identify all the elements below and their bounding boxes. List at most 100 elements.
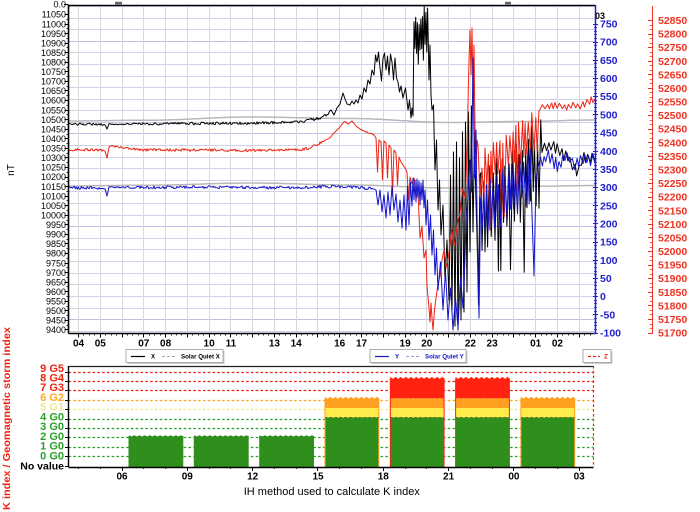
svg-text:11050: 11050 [42,10,66,20]
svg-text:-50: -50 [600,309,615,321]
svg-text:10250: 10250 [41,163,66,173]
svg-text:22: 22 [465,339,477,350]
svg-text:0 G0: 0 G0 [40,450,64,462]
svg-text:51700: 51700 [658,328,687,340]
svg-text:600: 600 [600,73,618,85]
svg-text:750: 750 [600,19,618,31]
svg-text:52700: 52700 [658,56,687,68]
svg-text:10200: 10200 [41,172,66,182]
svg-text:51750: 51750 [658,314,687,326]
svg-text:21: 21 [443,472,455,483]
svg-text:52050: 52050 [658,232,687,244]
svg-text:10950: 10950 [41,29,66,39]
svg-text:9900: 9900 [46,230,66,240]
svg-text:Solar Quiet Y: Solar Quiet Y [425,354,465,361]
svg-text:K index / Geomagnetic storm in: K index / Geomagnetic storm index [2,327,13,510]
svg-text:10650: 10650 [41,86,66,96]
svg-text:10100: 10100 [41,191,66,201]
svg-text:51950: 51950 [658,260,687,272]
svg-text:52800: 52800 [658,29,687,41]
svg-text:14: 14 [291,339,303,350]
svg-text:16: 16 [334,339,346,350]
svg-text:5 G1: 5 G1 [40,402,64,414]
svg-text:52850: 52850 [658,15,687,27]
svg-text:X: X [151,354,156,361]
svg-text:52000: 52000 [658,246,687,258]
svg-text:9600: 9600 [46,287,66,297]
svg-text:52300: 52300 [658,165,687,177]
svg-text:9850: 9850 [46,239,66,249]
svg-text:11: 11 [226,339,237,350]
svg-text:10: 10 [204,339,216,350]
svg-text:Y: Y [395,354,400,361]
svg-text:10000: 10000 [41,211,66,221]
svg-text:10350: 10350 [41,144,66,154]
svg-text:00: 00 [508,472,520,483]
svg-text:450: 450 [600,128,618,140]
svg-text:52500: 52500 [658,110,687,122]
svg-text:06: 06 [116,472,128,483]
svg-text:9650: 9650 [46,277,66,287]
svg-text:52150: 52150 [658,205,687,217]
svg-text:Solar Quiet X: Solar Quiet X [181,354,221,361]
svg-text:200: 200 [600,219,618,231]
svg-text:52350: 52350 [658,151,687,163]
svg-text:51800: 51800 [658,300,687,312]
svg-text:150: 150 [600,237,618,249]
svg-text:13: 13 [269,339,281,350]
svg-text:100: 100 [600,255,618,267]
svg-text:52250: 52250 [658,178,687,190]
svg-text:0: 0 [600,291,606,303]
svg-text:0.0: 0.0 [53,0,66,10]
svg-text:52400: 52400 [658,137,687,149]
svg-text:10500: 10500 [41,115,66,125]
svg-text:10600: 10600 [41,96,66,106]
svg-text:3 G0: 3 G0 [40,421,64,433]
svg-text:20: 20 [421,339,433,350]
svg-text:6 G2: 6 G2 [40,392,64,404]
svg-text:19: 19 [400,339,412,350]
svg-text:8 G4: 8 G4 [40,373,65,385]
svg-text:52200: 52200 [658,192,687,204]
svg-text:250: 250 [600,200,618,212]
svg-text:10400: 10400 [41,134,66,144]
svg-text:9700: 9700 [46,268,66,278]
svg-text:12: 12 [247,472,259,483]
svg-text:1 G0: 1 G0 [40,441,64,453]
svg-text:700: 700 [600,37,618,49]
svg-text:10850: 10850 [41,48,66,58]
svg-text:400: 400 [600,146,618,158]
svg-text:05: 05 [95,339,107,350]
svg-text:07: 07 [138,339,150,350]
svg-text:550: 550 [600,91,618,103]
svg-text:9800: 9800 [46,249,66,259]
svg-text:nT: nT [6,164,17,176]
svg-text:10800: 10800 [41,58,66,68]
svg-text:03: 03 [595,11,605,21]
svg-text:10750: 10750 [41,67,66,77]
svg-text:IH method used to calculate K: IH method used to calculate K index [244,486,421,498]
svg-text:650: 650 [600,55,618,67]
svg-text:02: 02 [552,339,564,350]
svg-text:500: 500 [600,109,618,121]
svg-text:300: 300 [600,182,618,194]
svg-text:52100: 52100 [658,219,687,231]
svg-text:50: 50 [600,273,612,285]
svg-text:9950: 9950 [46,220,66,230]
svg-text:9550: 9550 [46,297,66,307]
svg-text:23: 23 [487,339,499,350]
svg-text:4 G0: 4 G0 [40,411,64,423]
svg-text:9400: 9400 [46,325,66,335]
svg-text:9750: 9750 [46,258,66,268]
svg-text:18: 18 [378,472,390,483]
svg-text:52750: 52750 [658,42,687,54]
svg-text:15: 15 [312,472,324,483]
svg-text:08: 08 [160,339,172,350]
svg-text:350: 350 [600,164,618,176]
svg-text:10550: 10550 [41,105,66,115]
svg-text:10700: 10700 [41,77,66,87]
svg-text:7 G3: 7 G3 [40,382,64,394]
svg-text:04: 04 [73,339,85,350]
svg-text:51850: 51850 [658,287,687,299]
svg-text:10300: 10300 [41,153,66,163]
